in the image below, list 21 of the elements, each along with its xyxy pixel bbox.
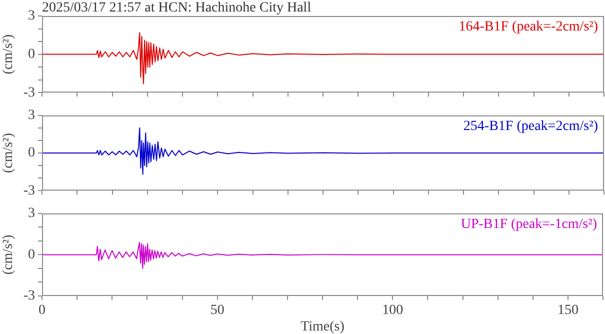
y-axis-title: (cm/s²) bbox=[1, 34, 16, 74]
y-tick-label: 3 bbox=[28, 206, 35, 222]
x-tick-label: 100 bbox=[382, 303, 404, 318]
series-label: 164-B1F (peak=-2cm/s²) bbox=[458, 20, 598, 35]
x-tick-label: 50 bbox=[210, 303, 224, 318]
y-tick-label: 0 bbox=[28, 146, 35, 161]
y-tick-label: -3 bbox=[23, 288, 35, 304]
x-tick-label: 0 bbox=[38, 303, 46, 318]
chart-title: 2025/03/17 21:57 at HCN: Hachinohe City Hall bbox=[42, 0, 312, 16]
y-axis-title: (cm/s²) bbox=[1, 234, 16, 275]
x-tick-label: 150 bbox=[557, 303, 578, 318]
y-tick-label: 0 bbox=[28, 46, 35, 62]
series-label: 254-B1F (peak=2cm/s²) bbox=[463, 119, 598, 134]
series-label: UP-B1F (peak=-1cm/s²) bbox=[460, 217, 598, 232]
y-axis-title: (cm/s²) bbox=[1, 132, 16, 173]
y-tick-label: 3 bbox=[28, 108, 35, 124]
y-tick-label: -3 bbox=[23, 183, 35, 198]
x-axis-title: Time(s) bbox=[300, 319, 345, 334]
y-tick-label: -3 bbox=[23, 85, 35, 100]
y-tick-label: 3 bbox=[28, 8, 35, 24]
y-tick-label: 0 bbox=[28, 247, 35, 262]
